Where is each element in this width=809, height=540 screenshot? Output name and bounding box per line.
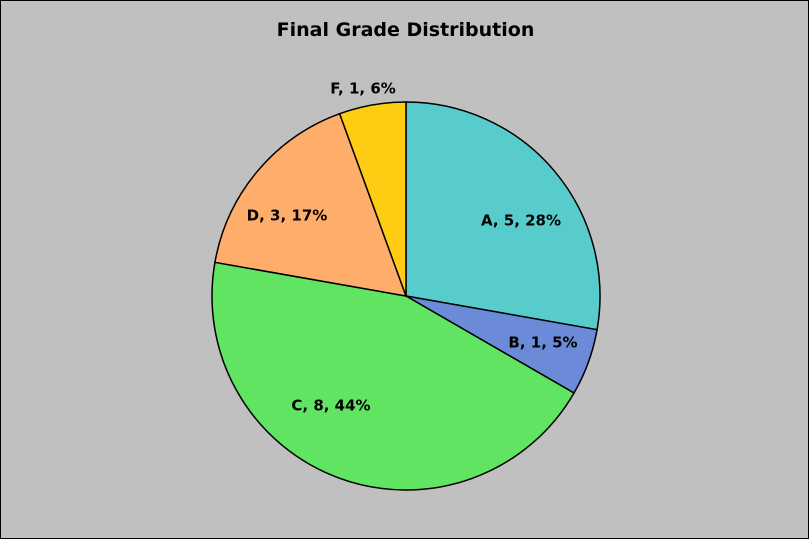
- pie-slice-f: [338, 101, 407, 297]
- pie-slice-d: [214, 112, 408, 297]
- pie-slice-a: [405, 101, 601, 331]
- pie-slice-c: [211, 261, 576, 491]
- data-label-a: A, 5, 28%: [481, 212, 561, 230]
- chart-title: Final Grade Distribution: [276, 19, 535, 41]
- data-label-f: F, 1, 6%: [330, 80, 396, 98]
- data-label-c: C, 8, 44%: [291, 397, 370, 415]
- data-label-d: D, 3, 17%: [247, 207, 328, 225]
- data-label-b: B, 1, 5%: [508, 334, 577, 352]
